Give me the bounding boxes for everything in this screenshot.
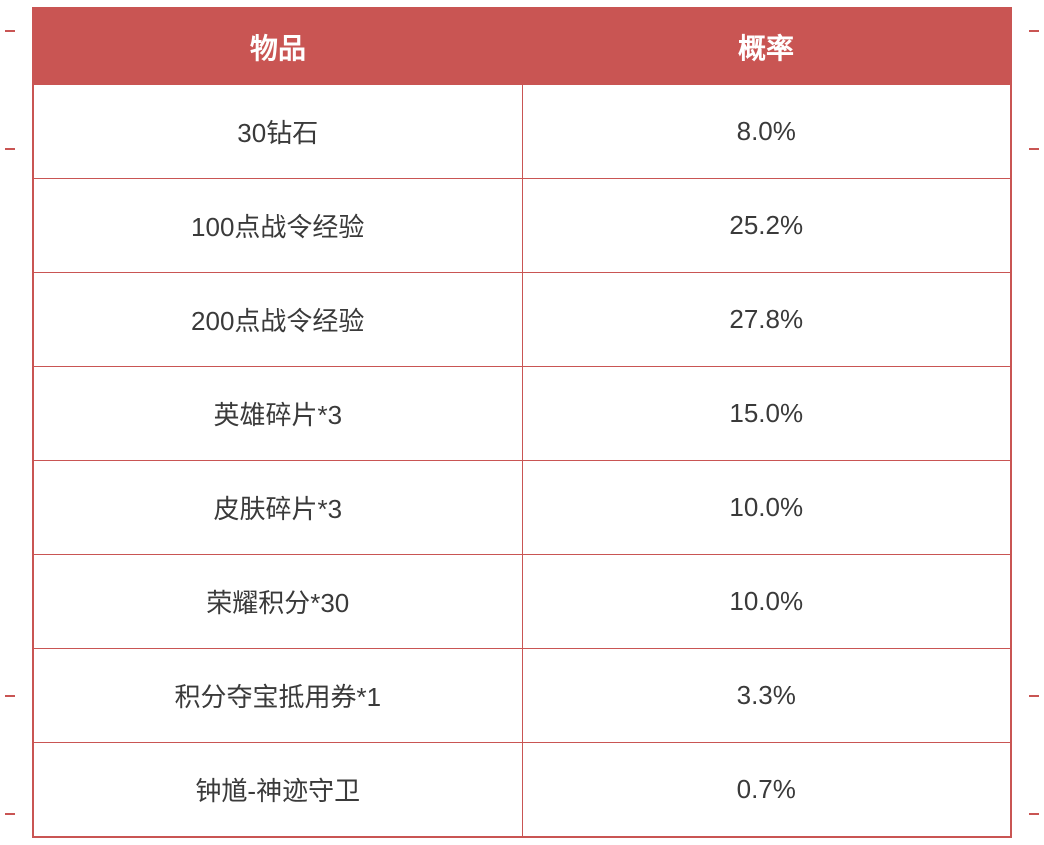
- probability-cell: 10.0%: [522, 461, 1010, 555]
- probability-table: 物品 概率 30钻石 8.0% 100点战令经验 25.2% 200点战令经验 …: [34, 9, 1010, 836]
- table-row: 荣耀积分*30 10.0%: [34, 555, 1010, 649]
- table-row: 100点战令经验 25.2%: [34, 179, 1010, 273]
- item-cell: 皮肤碎片*3: [34, 461, 522, 555]
- item-cell: 200点战令经验: [34, 273, 522, 367]
- probability-cell: 15.0%: [522, 367, 1010, 461]
- frame-corner-bottom-right: [1029, 695, 1039, 815]
- item-cell: 钟馗-神迹守卫: [34, 743, 522, 837]
- probability-cell: 10.0%: [522, 555, 1010, 649]
- column-header-probability: 概率: [522, 9, 1010, 85]
- table-row: 30钻石 8.0%: [34, 85, 1010, 179]
- table-row: 200点战令经验 27.8%: [34, 273, 1010, 367]
- column-header-item: 物品: [34, 9, 522, 85]
- table-row: 皮肤碎片*3 10.0%: [34, 461, 1010, 555]
- probability-cell: 8.0%: [522, 85, 1010, 179]
- table-header-row: 物品 概率: [34, 9, 1010, 85]
- item-cell: 30钻石: [34, 85, 522, 179]
- frame-corner-top-left: [5, 30, 15, 150]
- item-cell: 荣耀积分*30: [34, 555, 522, 649]
- probability-cell: 27.8%: [522, 273, 1010, 367]
- probability-cell: 0.7%: [522, 743, 1010, 837]
- table-row: 积分夺宝抵用券*1 3.3%: [34, 649, 1010, 743]
- frame-corner-bottom-left: [5, 695, 15, 815]
- item-cell: 积分夺宝抵用券*1: [34, 649, 522, 743]
- frame-corner-top-right: [1029, 30, 1039, 150]
- table-row: 英雄碎片*3 15.0%: [34, 367, 1010, 461]
- item-cell: 英雄碎片*3: [34, 367, 522, 461]
- probability-cell: 25.2%: [522, 179, 1010, 273]
- table-row: 钟馗-神迹守卫 0.7%: [34, 743, 1010, 837]
- probability-cell: 3.3%: [522, 649, 1010, 743]
- table-body: 30钻石 8.0% 100点战令经验 25.2% 200点战令经验 27.8% …: [34, 85, 1010, 836]
- probability-table-container: 物品 概率 30钻石 8.0% 100点战令经验 25.2% 200点战令经验 …: [32, 7, 1012, 838]
- item-cell: 100点战令经验: [34, 179, 522, 273]
